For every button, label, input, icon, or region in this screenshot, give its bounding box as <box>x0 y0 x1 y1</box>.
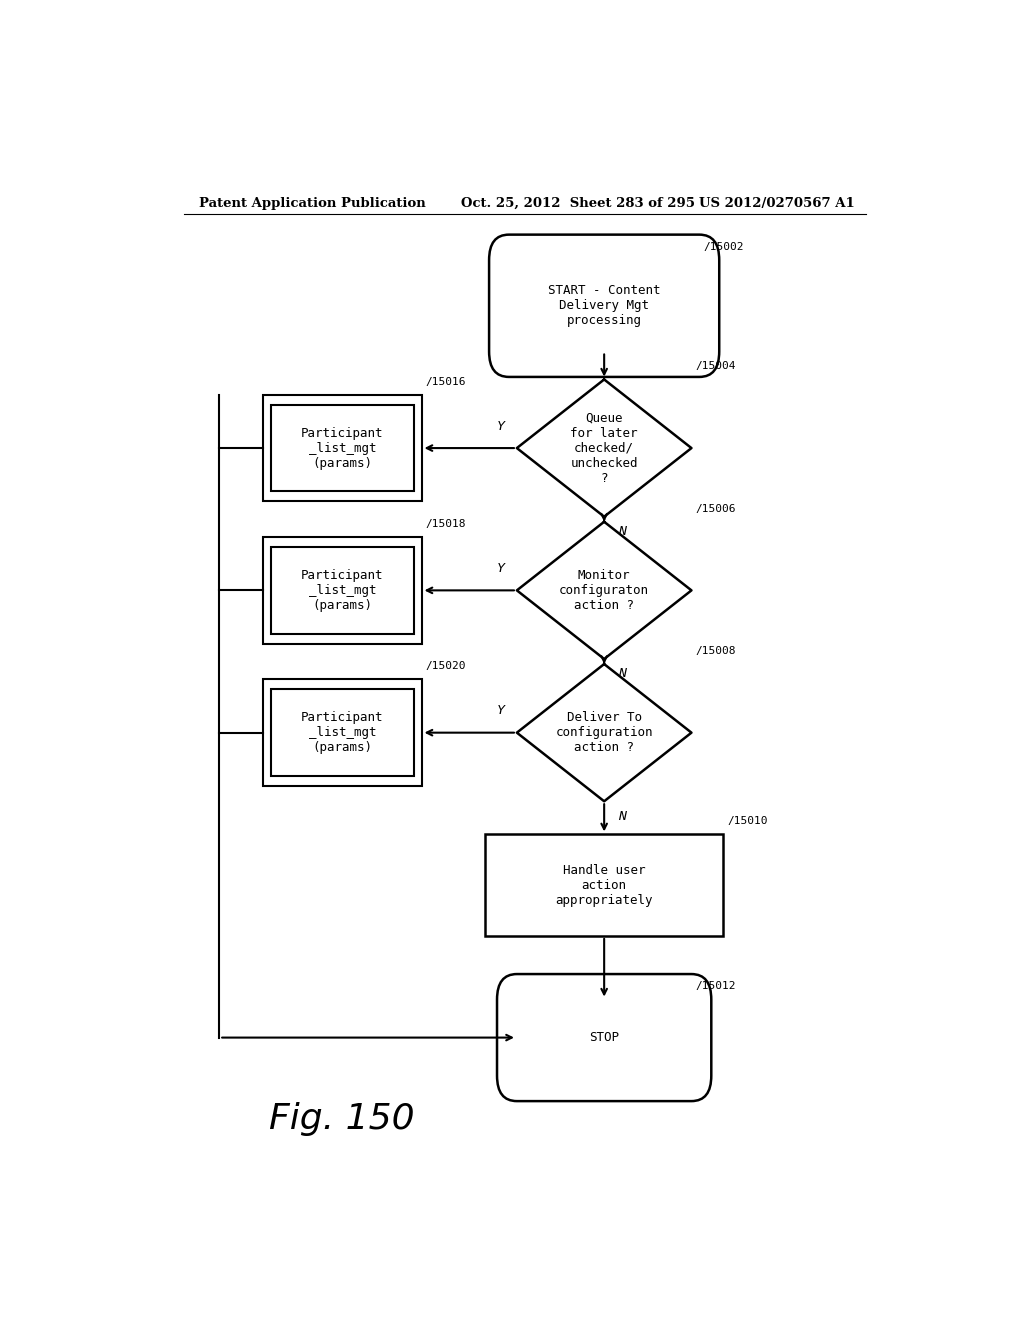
Text: Handle user
action
appropriately: Handle user action appropriately <box>555 863 653 907</box>
Text: START - Content
Delivery Mgt
processing: START - Content Delivery Mgt processing <box>548 284 660 327</box>
Text: Y: Y <box>497 705 505 717</box>
Text: N: N <box>618 809 627 822</box>
Text: /15018: /15018 <box>426 519 466 529</box>
FancyBboxPatch shape <box>497 974 712 1101</box>
Text: /15006: /15006 <box>695 504 736 513</box>
Text: Participant
_list_mgt
(params): Participant _list_mgt (params) <box>301 711 384 754</box>
Text: N: N <box>618 525 627 539</box>
Text: Y: Y <box>497 562 505 576</box>
Text: US 2012/0270567 A1: US 2012/0270567 A1 <box>699 197 855 210</box>
Text: Patent Application Publication: Patent Application Publication <box>200 197 426 210</box>
Bar <box>270 405 414 491</box>
Bar <box>270 689 414 776</box>
Polygon shape <box>517 664 691 801</box>
Bar <box>263 537 422 644</box>
Text: Fig. 150: Fig. 150 <box>269 1102 415 1137</box>
Text: N: N <box>618 668 627 680</box>
Text: Deliver To
configuration
action ?: Deliver To configuration action ? <box>555 711 653 754</box>
Text: /15002: /15002 <box>703 242 743 252</box>
Text: /15008: /15008 <box>695 645 736 656</box>
Text: /15010: /15010 <box>727 816 768 826</box>
Text: /15004: /15004 <box>695 362 736 371</box>
Text: STOP: STOP <box>589 1031 620 1044</box>
Text: /15020: /15020 <box>426 661 466 671</box>
Text: Monitor
configuraton
action ?: Monitor configuraton action ? <box>559 569 649 612</box>
Text: Participant
_list_mgt
(params): Participant _list_mgt (params) <box>301 569 384 612</box>
Text: Participant
_list_mgt
(params): Participant _list_mgt (params) <box>301 426 384 470</box>
FancyBboxPatch shape <box>489 235 719 378</box>
Bar <box>270 548 414 634</box>
Polygon shape <box>517 521 691 659</box>
Text: /15012: /15012 <box>695 981 736 991</box>
Text: Oct. 25, 2012  Sheet 283 of 295: Oct. 25, 2012 Sheet 283 of 295 <box>461 197 695 210</box>
Polygon shape <box>517 379 691 516</box>
Bar <box>263 680 422 785</box>
Text: Queue
for later
checked/
unchecked
?: Queue for later checked/ unchecked ? <box>570 412 638 484</box>
Bar <box>485 834 723 936</box>
Text: /15016: /15016 <box>426 376 466 387</box>
Text: Y: Y <box>497 420 505 433</box>
Bar <box>263 395 422 502</box>
